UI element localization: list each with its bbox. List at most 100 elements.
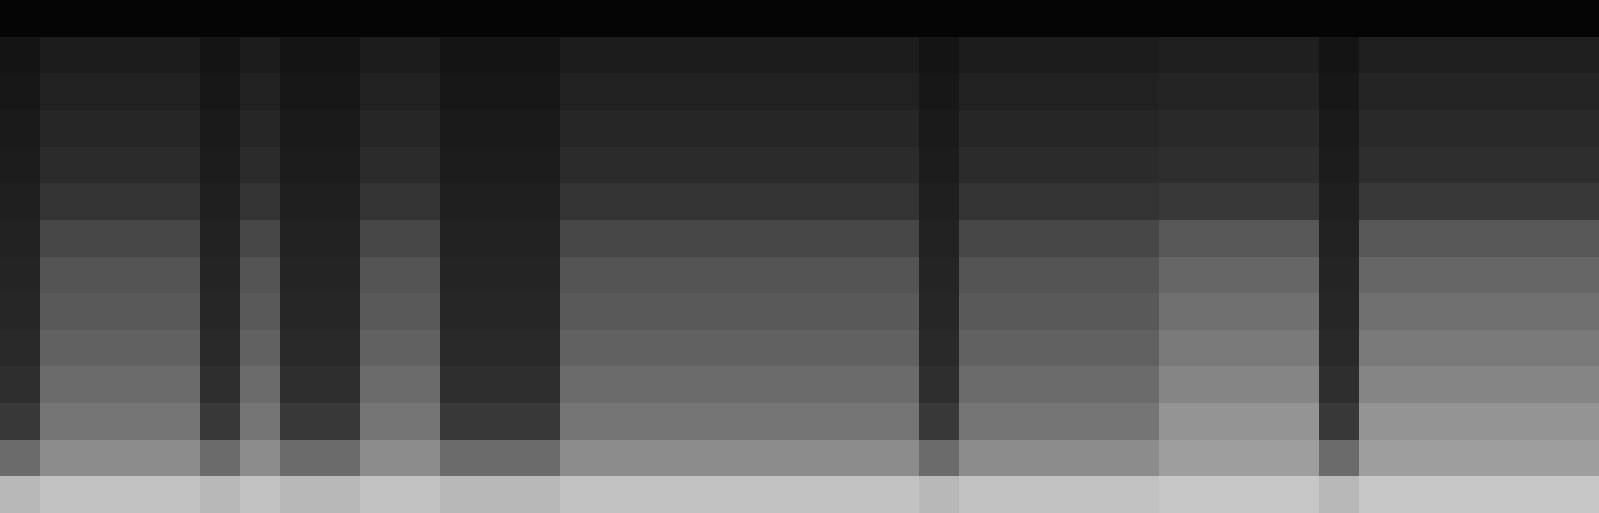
cell: [200, 0, 240, 37]
cell: [1239, 147, 1279, 184]
cell: [1559, 183, 1599, 220]
cell: [600, 220, 640, 257]
cell: [760, 147, 800, 184]
cell: [1359, 366, 1399, 403]
cell: [200, 330, 240, 367]
cell: [280, 366, 320, 403]
cell: [1519, 476, 1559, 513]
cell: [160, 147, 200, 184]
cell: [1039, 183, 1079, 220]
cell: [839, 0, 879, 37]
cell: [1399, 403, 1439, 440]
cell: [440, 0, 480, 37]
cell: [879, 147, 919, 184]
cell: [320, 220, 360, 257]
cell: [520, 330, 560, 367]
cell: [320, 366, 360, 403]
cell: [1159, 0, 1199, 37]
cell: [600, 330, 640, 367]
cell: [360, 183, 400, 220]
cell: [760, 0, 800, 37]
cell: [200, 293, 240, 330]
cell: [1079, 220, 1119, 257]
cell: [1479, 403, 1519, 440]
cell: [640, 183, 680, 220]
cell: [919, 476, 959, 513]
cell: [720, 220, 760, 257]
cell: [1439, 220, 1479, 257]
cell: [1519, 366, 1559, 403]
cell: [1479, 257, 1519, 294]
cell: [1199, 476, 1239, 513]
cell: [1119, 366, 1159, 403]
cell: [280, 403, 320, 440]
cell: [40, 73, 80, 110]
cell: [1479, 73, 1519, 110]
cell: [1199, 330, 1239, 367]
cell: [999, 476, 1039, 513]
cell: [640, 293, 680, 330]
cell: [1199, 403, 1239, 440]
cell: [839, 330, 879, 367]
cell: [959, 110, 999, 147]
cell: [760, 37, 800, 74]
cell: [480, 257, 520, 294]
cell: [400, 183, 440, 220]
cell: [1239, 73, 1279, 110]
cell: [440, 366, 480, 403]
cell: [1479, 110, 1519, 147]
cell: [1519, 147, 1559, 184]
cell: [1079, 403, 1119, 440]
cell: [720, 73, 760, 110]
cell: [40, 183, 80, 220]
cell: [1239, 330, 1279, 367]
cell: [1039, 257, 1079, 294]
cell: [1559, 73, 1599, 110]
cell: [400, 330, 440, 367]
cell: [0, 183, 40, 220]
cell: [879, 183, 919, 220]
cell: [80, 476, 120, 513]
cell: [919, 293, 959, 330]
cell: [120, 293, 160, 330]
cell: [480, 37, 520, 74]
cell: [1319, 37, 1359, 74]
cell: [999, 110, 1039, 147]
cell: [440, 403, 480, 440]
cell: [120, 220, 160, 257]
cell: [400, 440, 440, 477]
cell: [999, 257, 1039, 294]
cell: [400, 403, 440, 440]
cell: [1359, 73, 1399, 110]
cell: [40, 440, 80, 477]
cell: [0, 366, 40, 403]
cell: [40, 330, 80, 367]
cell: [1079, 440, 1119, 477]
cell: [360, 476, 400, 513]
cell: [919, 183, 959, 220]
cell: [80, 293, 120, 330]
cell: [480, 476, 520, 513]
cell: [80, 110, 120, 147]
cell: [1319, 440, 1359, 477]
cell: [1479, 476, 1519, 513]
cell: [680, 0, 720, 37]
cell: [1119, 440, 1159, 477]
cell: [999, 293, 1039, 330]
cell: [120, 257, 160, 294]
cell: [120, 440, 160, 477]
cell: [0, 330, 40, 367]
cell: [400, 0, 440, 37]
cell: [560, 257, 600, 294]
cell: [1119, 293, 1159, 330]
cell: [320, 330, 360, 367]
cell: [1119, 147, 1159, 184]
cell: [720, 440, 760, 477]
cell: [120, 403, 160, 440]
cell: [520, 147, 560, 184]
cell: [280, 476, 320, 513]
cell: [480, 293, 520, 330]
cell: [1079, 366, 1119, 403]
cell: [600, 37, 640, 74]
cell: [1199, 0, 1239, 37]
